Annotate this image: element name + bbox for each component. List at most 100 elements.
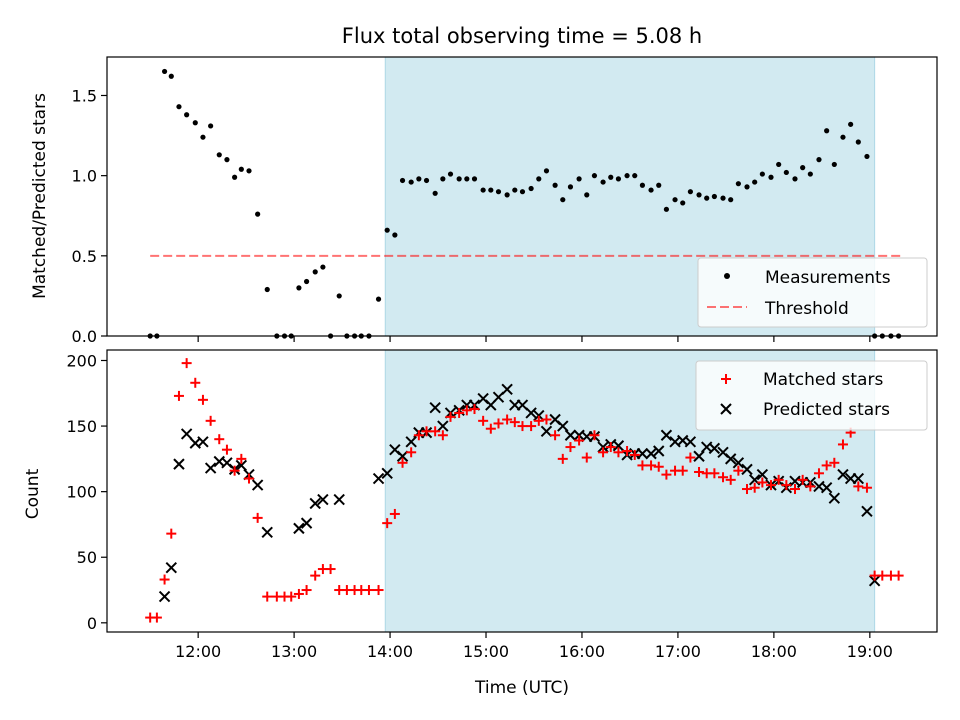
measurement-point [560,197,566,203]
predicted-star-point [293,522,305,535]
measurement-point [591,173,598,179]
matched-star-point [181,358,192,369]
predicted-star-point [309,497,321,510]
measurement-point [399,177,406,184]
measurement-points [147,68,902,339]
top-panel: 0.0 0.5 1.0 1.5 Matched/Predicted stars Mea… [30,56,938,346]
measurement-point [192,120,198,126]
predicted-star-point [828,492,841,504]
matched-star-point [533,415,544,426]
matched-star-point [622,445,633,456]
matched-star-point [461,405,472,416]
top-y-axis-label: Matched/Predicted stars [30,93,50,299]
matched-star-point [757,477,768,488]
matched-star-point [685,452,696,463]
matched-star-point [382,518,393,529]
measurement-point [792,176,798,182]
y-tick-label: 200 [66,351,97,370]
y-tick-label: 150 [66,417,97,436]
predicted-star-point [693,450,705,462]
y-tick-label: 100 [66,483,97,502]
measurement-point [704,195,710,201]
measurement-point [200,134,206,140]
bottom-y-axis-label: Count [23,468,43,519]
matched-star-point [637,460,648,471]
predicted-star-point [708,442,721,455]
matched-star-point [589,430,600,441]
measurement-point [656,182,662,188]
matched-star-point [310,570,321,581]
matched-star-point [190,377,201,388]
x-tick-label: 13:00 [271,642,317,661]
matched-star-point [286,591,297,602]
predicted-star-point [501,383,513,396]
measurement-point [807,171,813,177]
measurement-point [720,195,726,201]
matched-star-point [509,417,520,428]
bottom-legend-box [695,360,928,431]
legend-matched-label: Matched stars [763,370,883,390]
y-tick-label: 50 [77,548,97,567]
predicted-star-point [756,468,769,481]
top-y-ticks: 0.0 0.5 1.0 1.5 [72,86,107,346]
matched-star-point [413,430,424,441]
measurement-point [488,187,494,193]
matched-star-point [821,460,832,471]
measurement-point [416,176,422,182]
measurement-point [840,134,846,140]
predicted-star-point [381,467,393,480]
matched-star-point [173,390,184,401]
matched-star-point [244,473,255,484]
matched-star-point [709,468,720,479]
predicted-star-point [741,463,753,476]
matched-star-point [893,570,904,581]
measurement-point [528,185,534,192]
measurement-point [639,182,646,188]
measurement-point [759,171,765,177]
x-tick-label: 19:00 [847,642,893,661]
matched-star-point [229,465,240,476]
predicted-star-point [317,493,329,506]
measurement-point [504,192,510,198]
measurement-point [536,176,542,182]
matched-star-point [262,591,273,602]
matched-star-point [236,453,247,464]
y-tick-label: 0 [87,614,97,633]
measurement-point [408,179,414,185]
predicted-star-point [197,436,209,448]
matched-star-point [421,426,432,437]
measurement-point [864,153,870,160]
predicted-star-point [732,457,745,469]
matched-star-point [325,564,336,575]
measurement-point [680,200,686,206]
matched-star-point [694,466,705,477]
measurement-point [312,269,318,275]
predicted-star-point [564,429,577,441]
predicted-star-point [396,450,409,462]
predicted-star-point [525,407,537,419]
y-tick-label: 1.0 [72,167,97,186]
measurement-point [447,171,454,177]
predicted-star-point [235,459,248,472]
y-tick-label: 0.5 [72,247,97,266]
measurement-point [800,165,806,171]
measurement-point [296,285,302,291]
measurement-point [600,179,606,185]
matched-star-point [397,457,408,468]
predicted-star-point [861,505,873,518]
measurement-point [848,121,854,127]
x-tick-label: 16:00 [559,642,605,661]
measurement-point [423,177,430,184]
matched-star-point [166,528,177,539]
matched-star-point [526,421,537,432]
measurement-point [255,211,261,217]
measurement-point [711,193,717,200]
predicted-star-point [429,402,441,414]
matched-star-point [613,447,624,458]
predicted-star-point [684,436,697,448]
bottom-x-ticks: 12:00 13:00 14:00 15:00 16:00 17:00 18:00 19:00 [175,632,893,661]
x-tick-label: 18:00 [751,642,797,661]
matched-star-point [469,404,480,415]
predicted-star-point [724,453,737,465]
matched-star-point [363,585,374,596]
